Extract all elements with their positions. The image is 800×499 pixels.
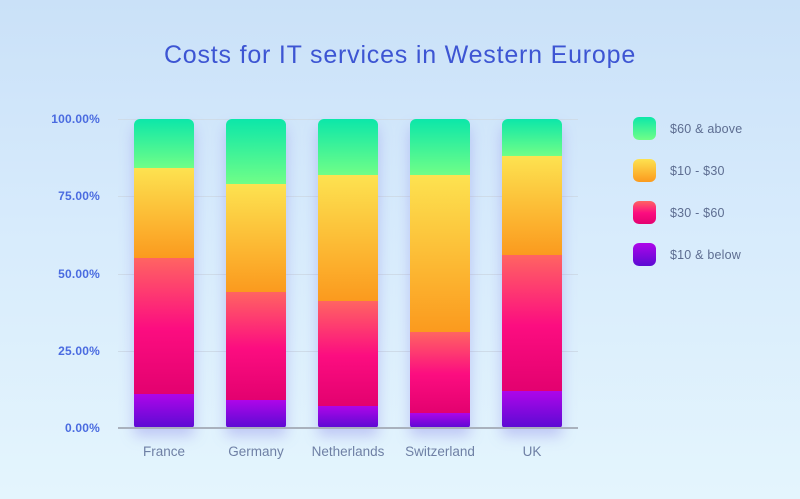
legend-label-10-30: $10 - $30 — [670, 163, 725, 178]
bar-france — [134, 119, 194, 428]
x-axis-baseline — [118, 427, 578, 429]
bar-france-segment-10-below — [134, 394, 194, 428]
legend-swatch-10-30 — [633, 159, 656, 182]
legend: $60 & above $10 - $30 $30 - $60 $10 & below — [633, 117, 742, 266]
chart-title: Costs for IT services in Western Europe — [163, 41, 637, 69]
legend-item-60-above: $60 & above — [633, 117, 742, 140]
y-tick-label-25: 25.00% — [58, 343, 100, 358]
plot-area — [118, 119, 578, 429]
bar-germany-segment-30-60 — [226, 292, 286, 401]
legend-item-10-30: $10 - $30 — [633, 159, 742, 182]
bar-france-segment-30-60 — [134, 258, 194, 395]
bar-uk-segment-10-30 — [502, 156, 562, 255]
bar-switzerland — [410, 119, 470, 428]
legend-item-10-below: $10 & below — [633, 243, 742, 266]
bar-germany-segment-60-above — [226, 119, 286, 184]
y-tick-label-50: 50.00% — [58, 266, 100, 281]
x-label-netherlands: Netherlands — [311, 444, 385, 459]
legend-swatch-30-60 — [633, 201, 656, 224]
bar-germany-segment-10-30 — [226, 183, 286, 293]
legend-swatch-60-above — [633, 117, 656, 140]
bar-switzerland-segment-10-below — [410, 412, 470, 428]
legend-label-10-below: $10 & below — [670, 247, 741, 262]
bar-netherlands-segment-30-60 — [318, 301, 378, 407]
x-label-uk: UK — [522, 444, 542, 459]
bar-netherlands — [318, 119, 378, 428]
bar-france-segment-10-30 — [134, 168, 194, 259]
legend-swatch-10-below — [633, 243, 656, 266]
bar-germany-segment-10-below — [226, 400, 286, 428]
bar-switzerland-segment-60-above — [410, 119, 470, 175]
bar-switzerland-segment-30-60 — [410, 332, 470, 413]
bar-switzerland-segment-10-30 — [410, 174, 470, 333]
y-tick-label-0: 0.00% — [64, 421, 100, 435]
bar-uk — [502, 119, 562, 428]
bar-uk-segment-30-60 — [502, 254, 562, 391]
bar-netherlands-segment-60-above — [318, 119, 378, 175]
bar-france-segment-60-above — [134, 119, 194, 169]
bar-netherlands-segment-10-30 — [318, 174, 378, 302]
x-label-germany: Germany — [228, 444, 284, 459]
legend-label-60-above: $60 & above — [670, 121, 743, 136]
bar-netherlands-segment-10-below — [318, 406, 378, 428]
legend-label-30-60: $30 - $60 — [670, 205, 725, 220]
y-tick-label-100: 100.00% — [51, 112, 100, 126]
legend-item-30-60: $30 - $60 — [633, 201, 742, 224]
y-tick-label-75: 75.00% — [58, 189, 100, 204]
x-label-france: France — [142, 444, 186, 459]
bar-germany — [226, 119, 286, 428]
x-label-switzerland: Switzerland — [405, 444, 475, 459]
bar-uk-segment-60-above — [502, 119, 562, 157]
bar-uk-segment-10-below — [502, 390, 562, 428]
